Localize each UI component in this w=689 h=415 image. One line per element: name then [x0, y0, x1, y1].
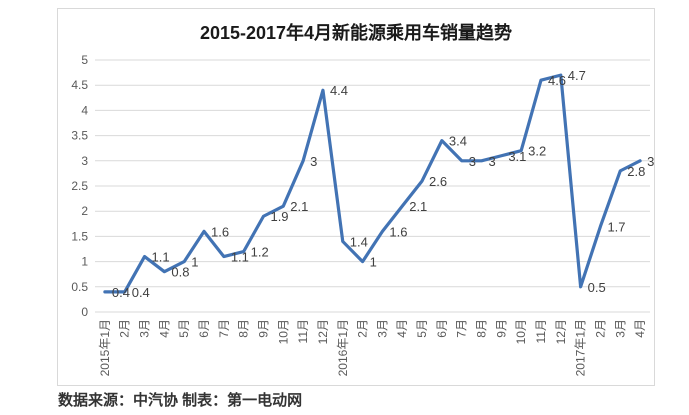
x-axis-tick-label: 2015年1月 — [98, 319, 112, 376]
chart-card: 2015-2017年4月新能源乘用车销量趋势 0 0.5 1 1.5 2 2.5 3 3.5 4… — [57, 8, 655, 386]
data-point-label: 2.8 — [627, 164, 645, 179]
data-point-label: 4.7 — [568, 68, 586, 83]
data-point-label: 3.4 — [449, 134, 467, 149]
y-axis-tick-label: 0 — [81, 305, 88, 319]
data-point-label: 0.4 — [112, 285, 130, 300]
x-axis-tick-label: 3月 — [375, 319, 389, 338]
x-axis-tick-label: 4月 — [157, 319, 171, 338]
x-axis-tick-label: 11月 — [296, 319, 310, 343]
y-axis-tick-label: 4.5 — [71, 78, 88, 92]
x-axis-tick-label: 7月 — [217, 319, 231, 338]
data-point-label: 1.1 — [231, 250, 249, 265]
x-axis-tick-label: 6月 — [197, 319, 211, 338]
y-axis-tick-label: 2.5 — [71, 179, 88, 193]
x-axis-tick-label: 2月 — [356, 319, 370, 338]
x-axis-tick-label: 2016年1月 — [336, 319, 350, 376]
data-point-label: 2.1 — [290, 199, 308, 214]
data-point-label: 3 — [647, 154, 654, 169]
data-point-label: 0.8 — [171, 265, 189, 280]
y-axis-tick-label: 1 — [81, 255, 88, 269]
data-point-label: 1 — [370, 255, 377, 270]
data-point-label: 1.6 — [211, 224, 229, 239]
x-axis-tick-label: 3月 — [613, 319, 627, 338]
x-axis-tick-label: 6月 — [435, 319, 449, 338]
data-point-label: 1.6 — [389, 224, 407, 239]
y-axis-tick-label: 1.5 — [71, 229, 88, 243]
data-point-label: 4.6 — [548, 73, 566, 88]
y-axis-tick-label: 0.5 — [71, 280, 88, 294]
x-axis-tick-label: 7月 — [455, 319, 469, 338]
data-point-label: 3 — [469, 154, 476, 169]
data-point-label: 4.4 — [330, 83, 348, 98]
x-axis-tick-label: 10月 — [276, 319, 290, 344]
x-axis-tick-label: 12月 — [554, 319, 568, 344]
x-axis-tick-label: 8月 — [237, 319, 251, 338]
x-axis-tick-label: 11月 — [534, 319, 548, 343]
x-axis-tick-label: 9月 — [256, 319, 270, 338]
data-point-label: 1.4 — [350, 234, 368, 249]
x-axis-tick-label: 10月 — [514, 319, 528, 344]
x-axis-tick-label: 8月 — [475, 319, 489, 338]
data-point-label: 3 — [310, 154, 317, 169]
y-axis-tick-label: 4 — [81, 103, 88, 117]
x-axis-tick-label: 2月 — [593, 319, 607, 338]
data-point-label: 1.1 — [152, 250, 170, 265]
x-axis-tick-label: 5月 — [415, 319, 429, 338]
y-axis-tick-label: 3 — [81, 154, 88, 168]
sales-trend-line-chart: 0 0.5 1 1.5 2 2.5 3 3.5 4 4.5 5 2015年1月 2月 3月 4月 5月 6月 7月… — [71, 53, 654, 376]
x-axis-tick-label: 4月 — [395, 319, 409, 338]
data-point-label: 1.7 — [607, 219, 625, 234]
data-point-label: 0.4 — [132, 285, 150, 300]
data-point-label: 1.9 — [270, 209, 288, 224]
x-axis-tick-label: 2月 — [118, 319, 132, 338]
data-point-label: 2.1 — [409, 199, 427, 214]
trend-line — [103, 73, 642, 294]
x-axis-tick-label: 3月 — [138, 319, 152, 338]
x-axis-tick-label: 5月 — [177, 319, 191, 338]
x-axis-tick-label: 4月 — [633, 319, 647, 338]
x-axis-tick-label: 12月 — [316, 319, 330, 344]
chart-title: 2015-2017年4月新能源乘用车销量趋势 — [199, 23, 513, 43]
data-point-label: 3 — [489, 154, 496, 169]
y-axis-tick-label: 5 — [81, 53, 88, 67]
x-axis-tick-label: 9月 — [494, 319, 508, 338]
data-point-label: 0.5 — [588, 280, 606, 295]
source-note: 数据来源：中汽协 制表：第一电动网 — [58, 392, 303, 409]
data-point-label: 1.2 — [251, 245, 269, 260]
data-point-label: 2.6 — [429, 174, 447, 189]
data-point-label: 3.1 — [508, 149, 526, 164]
data-point-label: 3.2 — [528, 144, 546, 159]
x-axis-tick-label: 2017年1月 — [574, 319, 588, 376]
y-axis-tick-label: 3.5 — [71, 129, 88, 143]
y-axis-tick-label: 2 — [81, 204, 88, 218]
data-point-label: 1 — [191, 255, 198, 270]
